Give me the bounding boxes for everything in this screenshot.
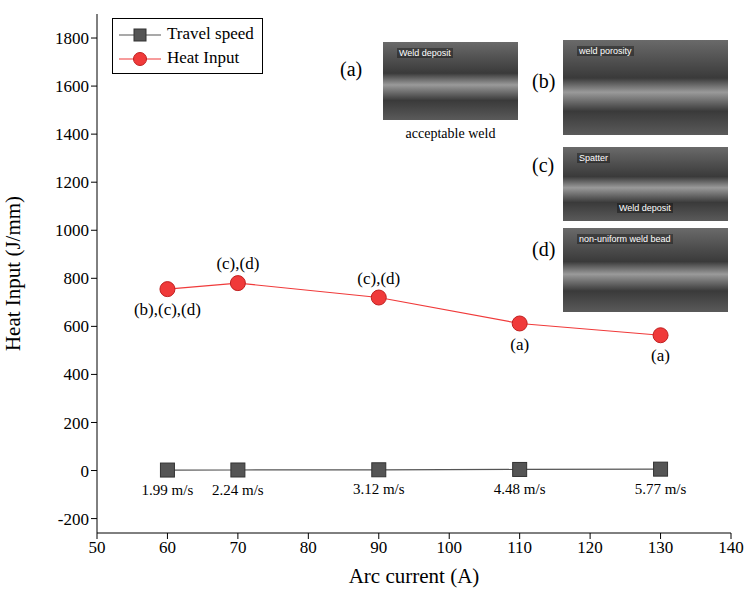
svg-text:Heat Input (J/mm): Heat Input (J/mm) <box>1 196 25 351</box>
svg-text:1.99 m/s: 1.99 m/s <box>142 482 194 498</box>
svg-text:1400: 1400 <box>55 125 89 144</box>
svg-text:60: 60 <box>159 538 176 557</box>
svg-text:2.24 m/s: 2.24 m/s <box>212 482 264 498</box>
html-text:Heat Input: Heat Input <box>167 48 240 67</box>
html-text:(c): (c) <box>532 154 555 176</box>
svg-text:110: 110 <box>507 538 532 557</box>
svg-text:5.77 m/s: 5.77 m/s <box>635 481 687 497</box>
svg-text:Arc current (A): Arc current (A) <box>349 564 480 588</box>
html-text:Weld deposit: Weld deposit <box>399 48 451 58</box>
svg-text:(c),(d): (c),(d) <box>357 269 400 288</box>
svg-text:90: 90 <box>370 538 387 557</box>
svg-text:(a): (a) <box>510 335 529 354</box>
html-text:weld porosity: weld porosity <box>579 46 632 56</box>
html-text:Weld deposit: Weld deposit <box>619 203 671 213</box>
svg-text:3.12 m/s: 3.12 m/s <box>353 481 405 497</box>
svg-text:130: 130 <box>648 538 674 557</box>
svg-text:(c),(d): (c),(d) <box>216 254 259 273</box>
svg-text:1800: 1800 <box>55 29 89 48</box>
svg-text:(a): (a) <box>651 346 670 365</box>
svg-text:600: 600 <box>64 317 90 336</box>
html-text:(a): (a) <box>340 58 363 80</box>
svg-text:120: 120 <box>577 538 603 557</box>
svg-text:100: 100 <box>436 538 462 557</box>
html-text:(b): (b) <box>532 70 556 92</box>
html-text:(d): (d) <box>532 238 556 260</box>
svg-text:1600: 1600 <box>55 77 89 96</box>
svg-text:(b),(c),(d): (b),(c),(d) <box>134 300 201 319</box>
svg-text:1200: 1200 <box>55 173 89 192</box>
svg-text:70: 70 <box>229 538 246 557</box>
svg-text:4.48 m/s: 4.48 m/s <box>494 481 546 497</box>
svg-text:200: 200 <box>64 414 90 433</box>
html-text:non-uniform weld bead: non-uniform weld bead <box>579 234 671 244</box>
svg-text:400: 400 <box>64 365 90 384</box>
html-text:Spatter: Spatter <box>579 153 608 163</box>
svg-text:-200: -200 <box>58 510 89 529</box>
html-text:Travel speed: Travel speed <box>167 24 254 43</box>
svg-text:1000: 1000 <box>55 221 89 240</box>
svg-text:80: 80 <box>300 538 317 557</box>
svg-text:50: 50 <box>89 538 106 557</box>
svg-text:140: 140 <box>718 538 744 557</box>
html-text:acceptable weld: acceptable weld <box>405 126 496 141</box>
svg-text:800: 800 <box>64 269 90 288</box>
svg-text:0: 0 <box>81 462 90 481</box>
